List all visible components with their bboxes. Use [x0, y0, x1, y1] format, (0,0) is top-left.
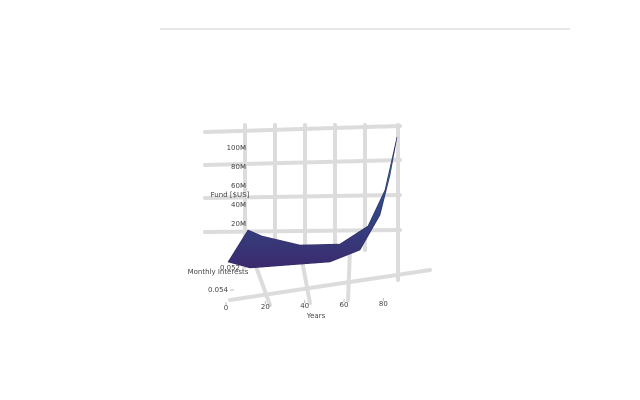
x-axis-title: Years — [306, 312, 326, 320]
z-tick-label: 20M — [231, 220, 246, 228]
z-tick-label: 100M — [227, 144, 246, 152]
z-tick-label: 80M — [231, 163, 246, 171]
z-tick-label: 40M — [231, 201, 246, 209]
x-tick-label: 80 — [379, 300, 388, 308]
backdrop-grid — [203, 123, 432, 307]
y-tick-label: 0.052 — [220, 264, 240, 272]
x-tick-label: 0 — [224, 304, 228, 312]
z-tick-label: 60M — [231, 182, 246, 190]
x-tick-label: 20 — [261, 303, 270, 311]
surface — [227, 136, 398, 269]
z-axis-title: Fund [$US] — [211, 191, 250, 199]
x-tick-label: 60 — [340, 301, 349, 309]
x-tick-label: 40 — [300, 302, 309, 310]
y-tick-label: 0.054 — [208, 286, 229, 294]
y-axis-title: Monthly Interests — [188, 268, 249, 276]
